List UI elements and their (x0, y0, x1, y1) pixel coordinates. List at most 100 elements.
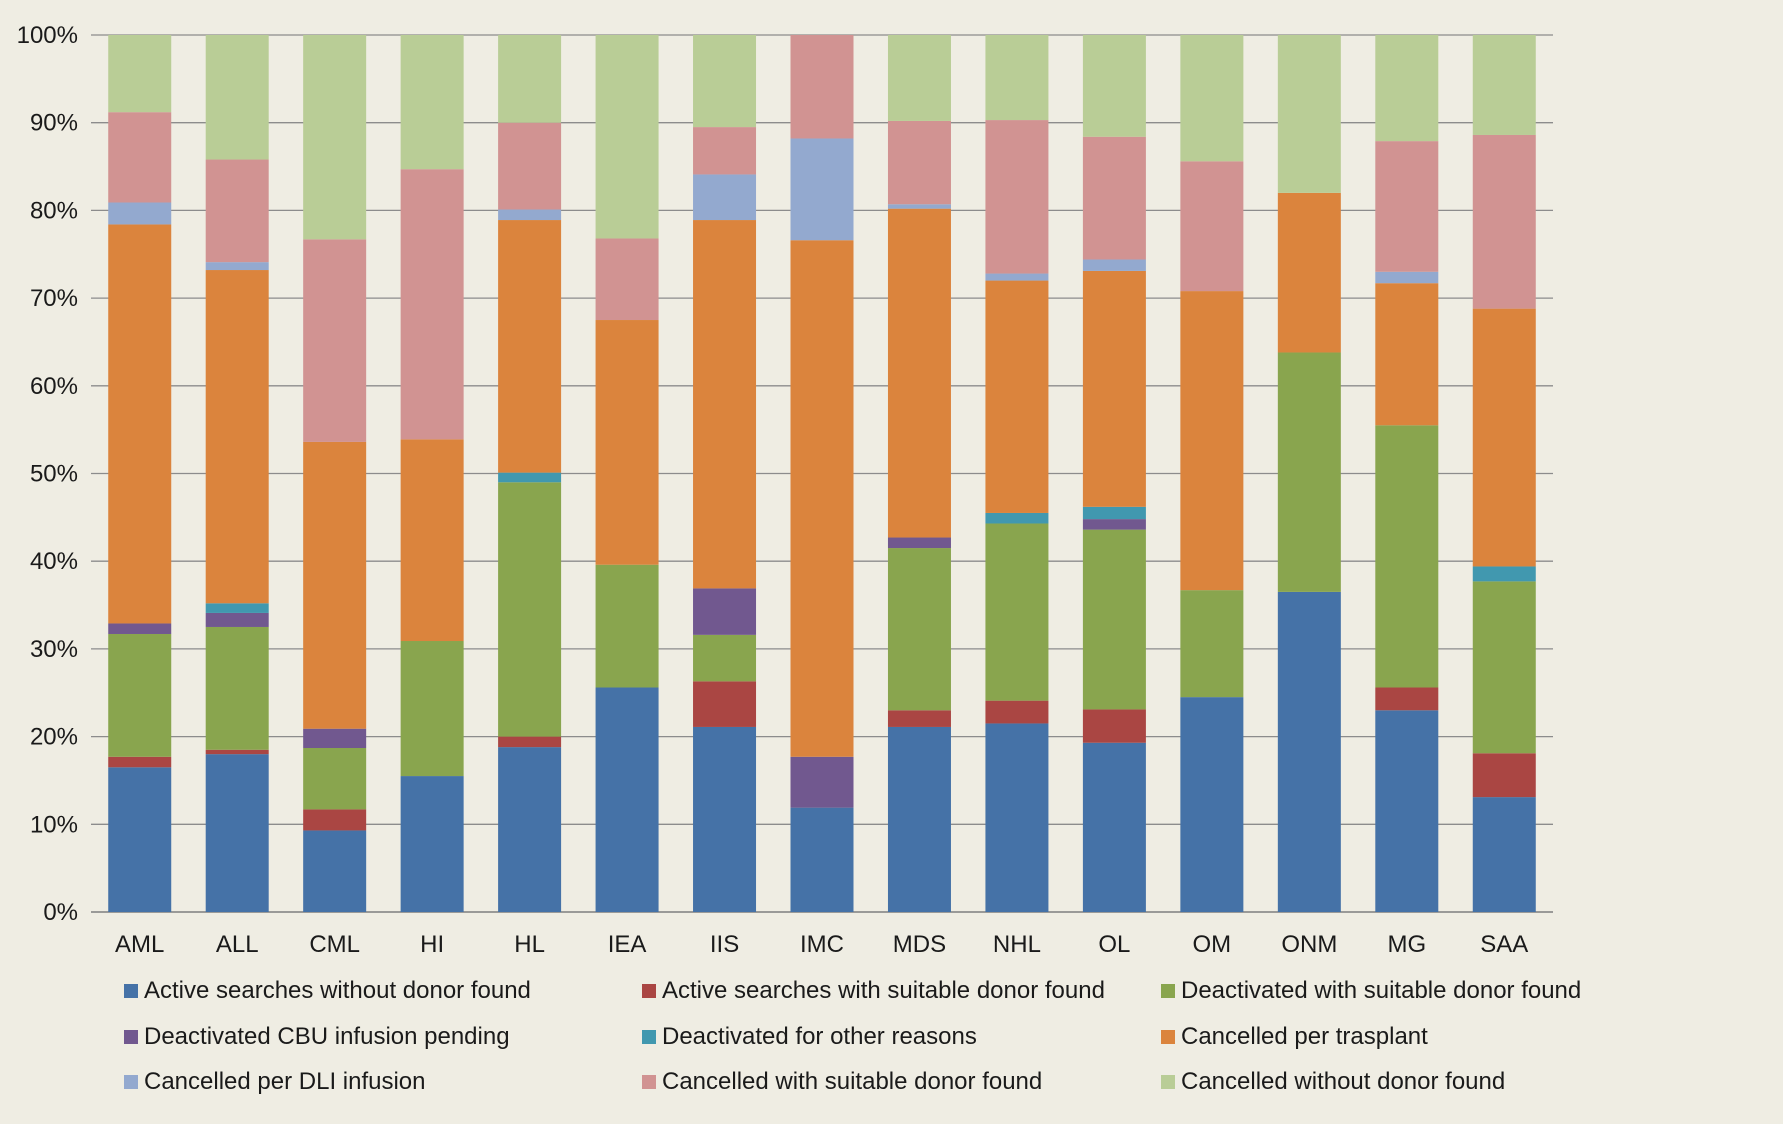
bar-segment-hi-cancelled-with-suitable-donor-found (400, 169, 464, 440)
legend-swatch (124, 984, 138, 998)
bar-segment-om-cancelled-without-donor-found (1180, 35, 1244, 162)
bar-segment-cml-active-searches-without-donor-found (303, 830, 367, 912)
bar-segment-aml-active-searches-with-suitable-donor-found (108, 756, 172, 768)
bar-segment-all-cancelled-per-dli-infusion (205, 262, 269, 271)
bar-segment-iis-cancelled-without-donor-found (693, 35, 757, 128)
legend-item-cancelled-without-donor-found: Cancelled without donor found (1161, 1068, 1505, 1095)
legend-swatch (642, 984, 656, 998)
bar-segment-saa-active-searches-without-donor-found (1472, 797, 1536, 912)
x-tick-label-cml: CML (309, 931, 360, 958)
bars (108, 35, 1536, 912)
bar-segment-mds-deactivated-with-suitable-donor-found (887, 548, 951, 711)
bar-segment-iis-active-searches-with-suitable-donor-found (693, 681, 757, 727)
bar-segment-all-cancelled-per-trasplant (205, 270, 269, 604)
bar-segment-imc-active-searches-without-donor-found (790, 807, 854, 912)
legend-item-deactivated-cbu-infusion-pending: Deactivated CBU infusion pending (124, 1023, 510, 1050)
bar-segment-hl-cancelled-per-dli-infusion (498, 209, 562, 221)
x-tick-label-mds: MDS (893, 931, 946, 958)
legend-label: Active searches with suitable donor foun… (662, 977, 1105, 1004)
bar-segment-aml-cancelled-without-donor-found (108, 35, 172, 113)
bar-segment-iea-cancelled-with-suitable-donor-found (595, 238, 659, 321)
legend-swatch (1161, 1030, 1175, 1044)
bar-segment-nhl-active-searches-without-donor-found (985, 723, 1049, 912)
bar-segment-mg-deactivated-with-suitable-donor-found (1375, 425, 1439, 688)
bar-segment-nhl-active-searches-with-suitable-donor-found (985, 700, 1049, 724)
legend-swatch (124, 1030, 138, 1044)
bar-segment-saa-cancelled-with-suitable-donor-found (1472, 134, 1536, 309)
bar-segment-iis-cancelled-with-suitable-donor-found (693, 127, 757, 175)
x-tick-label-onm: ONM (1281, 931, 1337, 958)
bar-segment-hl-cancelled-with-suitable-donor-found (498, 122, 562, 210)
x-tick-label-imc: IMC (800, 931, 844, 958)
bar-segment-aml-cancelled-with-suitable-donor-found (108, 112, 172, 203)
bar-segment-all-deactivated-with-suitable-donor-found (205, 626, 269, 750)
legend-swatch (642, 1075, 656, 1089)
bar-segment-nhl-deactivated-for-other-reasons (985, 512, 1049, 524)
legend-item-deactivated-for-other-reasons: Deactivated for other reasons (642, 1023, 977, 1050)
y-tick-label: 10% (30, 811, 78, 838)
bar-segment-om-deactivated-with-suitable-donor-found (1180, 590, 1244, 698)
legend: Active searches without donor found Activ… (124, 977, 1581, 1095)
bar-segment-hl-cancelled-without-donor-found (498, 35, 562, 123)
legend-label: Active searches without donor found (144, 977, 531, 1004)
bar-segment-cml-deactivated-cbu-infusion-pending (303, 728, 367, 749)
bar-segment-mds-cancelled-per-dli-infusion (887, 204, 951, 209)
bar-segment-hl-deactivated-for-other-reasons (498, 472, 562, 483)
bar-segment-onm-cancelled-without-donor-found (1277, 35, 1341, 193)
bar-segment-iis-cancelled-per-trasplant (693, 220, 757, 589)
y-tick-label: 70% (30, 285, 78, 312)
bar-segment-ol-deactivated-with-suitable-donor-found (1082, 529, 1146, 710)
x-tick-label-all: ALL (216, 931, 259, 958)
y-tick-label: 90% (30, 110, 78, 137)
bar-segment-ol-cancelled-per-trasplant (1082, 270, 1146, 507)
x-tick-label-iea: IEA (608, 931, 647, 958)
legend-label: Cancelled with suitable donor found (662, 1068, 1042, 1095)
bar-segment-iis-cancelled-per-dli-infusion (693, 174, 757, 221)
bar-segment-iis-deactivated-with-suitable-donor-found (693, 634, 757, 682)
legend-item-active-searches-without-donor-found: Active searches without donor found (124, 977, 531, 1004)
bar-segment-iea-active-searches-without-donor-found (595, 687, 659, 912)
bar-segment-om-cancelled-with-suitable-donor-found (1180, 161, 1244, 292)
x-tick-label-hl: HL (514, 931, 545, 958)
x-tick-label-ol: OL (1098, 931, 1130, 958)
bar-segment-nhl-deactivated-with-suitable-donor-found (985, 523, 1049, 701)
y-tick-label: 80% (30, 197, 78, 224)
legend-item-active-searches-with-suitable-donor-found: Active searches with suitable donor foun… (642, 977, 1105, 1004)
bar-segment-all-deactivated-cbu-infusion-pending (205, 612, 269, 627)
bar-segment-ol-cancelled-without-donor-found (1082, 35, 1146, 137)
legend-swatch (124, 1075, 138, 1089)
x-tick-label-aml: AML (115, 931, 164, 958)
bar-segment-aml-cancelled-per-dli-infusion (108, 202, 172, 225)
bar-segment-iea-deactivated-with-suitable-donor-found (595, 564, 659, 688)
bar-segment-all-active-searches-with-suitable-donor-found (205, 749, 269, 755)
legend-label: Cancelled without donor found (1181, 1068, 1505, 1095)
legend-label: Deactivated for other reasons (662, 1023, 977, 1050)
bar-segment-saa-cancelled-without-donor-found (1472, 35, 1536, 135)
y-tick-label: 50% (30, 461, 78, 488)
legend-item-deactivated-with-suitable-donor-found: Deactivated with suitable donor found (1161, 977, 1581, 1004)
bar-segment-hi-active-searches-without-donor-found (400, 776, 464, 912)
bar-segment-mg-active-searches-without-donor-found (1375, 710, 1439, 912)
bar-segment-cml-cancelled-without-donor-found (303, 35, 367, 240)
bar-segment-mds-cancelled-per-trasplant (887, 208, 951, 538)
bar-segment-imc-cancelled-per-dli-infusion (790, 138, 854, 241)
bar-segment-imc-cancelled-with-suitable-donor-found (790, 35, 854, 139)
bar-segment-saa-deactivated-for-other-reasons (1472, 566, 1536, 582)
bar-segment-mds-active-searches-without-donor-found (887, 726, 951, 912)
bar-segment-nhl-cancelled-per-dli-infusion (985, 273, 1049, 281)
legend-item-cancelled-with-suitable-donor-found: Cancelled with suitable donor found (642, 1068, 1042, 1095)
legend-item-cancelled-per-dli-infusion: Cancelled per DLI infusion (124, 1068, 426, 1095)
bar-segment-all-deactivated-for-other-reasons (205, 603, 269, 613)
legend-label: Deactivated with suitable donor found (1181, 977, 1581, 1004)
x-axis-tick-labels: AML ALL CML HI HL IEA IIS IMC MDS NHL OL OM ONM MG SAA (115, 931, 1528, 958)
bar-segment-iea-cancelled-per-trasplant (595, 320, 659, 565)
y-tick-label: 20% (30, 724, 78, 751)
bar-segment-saa-deactivated-with-suitable-donor-found (1472, 581, 1536, 754)
x-tick-label-iis: IIS (710, 931, 739, 958)
bar-segment-hi-deactivated-with-suitable-donor-found (400, 641, 464, 777)
x-tick-label-mg: MG (1387, 931, 1426, 958)
bar-segment-hl-deactivated-with-suitable-donor-found (498, 482, 562, 737)
bar-segment-ol-active-searches-without-donor-found (1082, 742, 1146, 912)
